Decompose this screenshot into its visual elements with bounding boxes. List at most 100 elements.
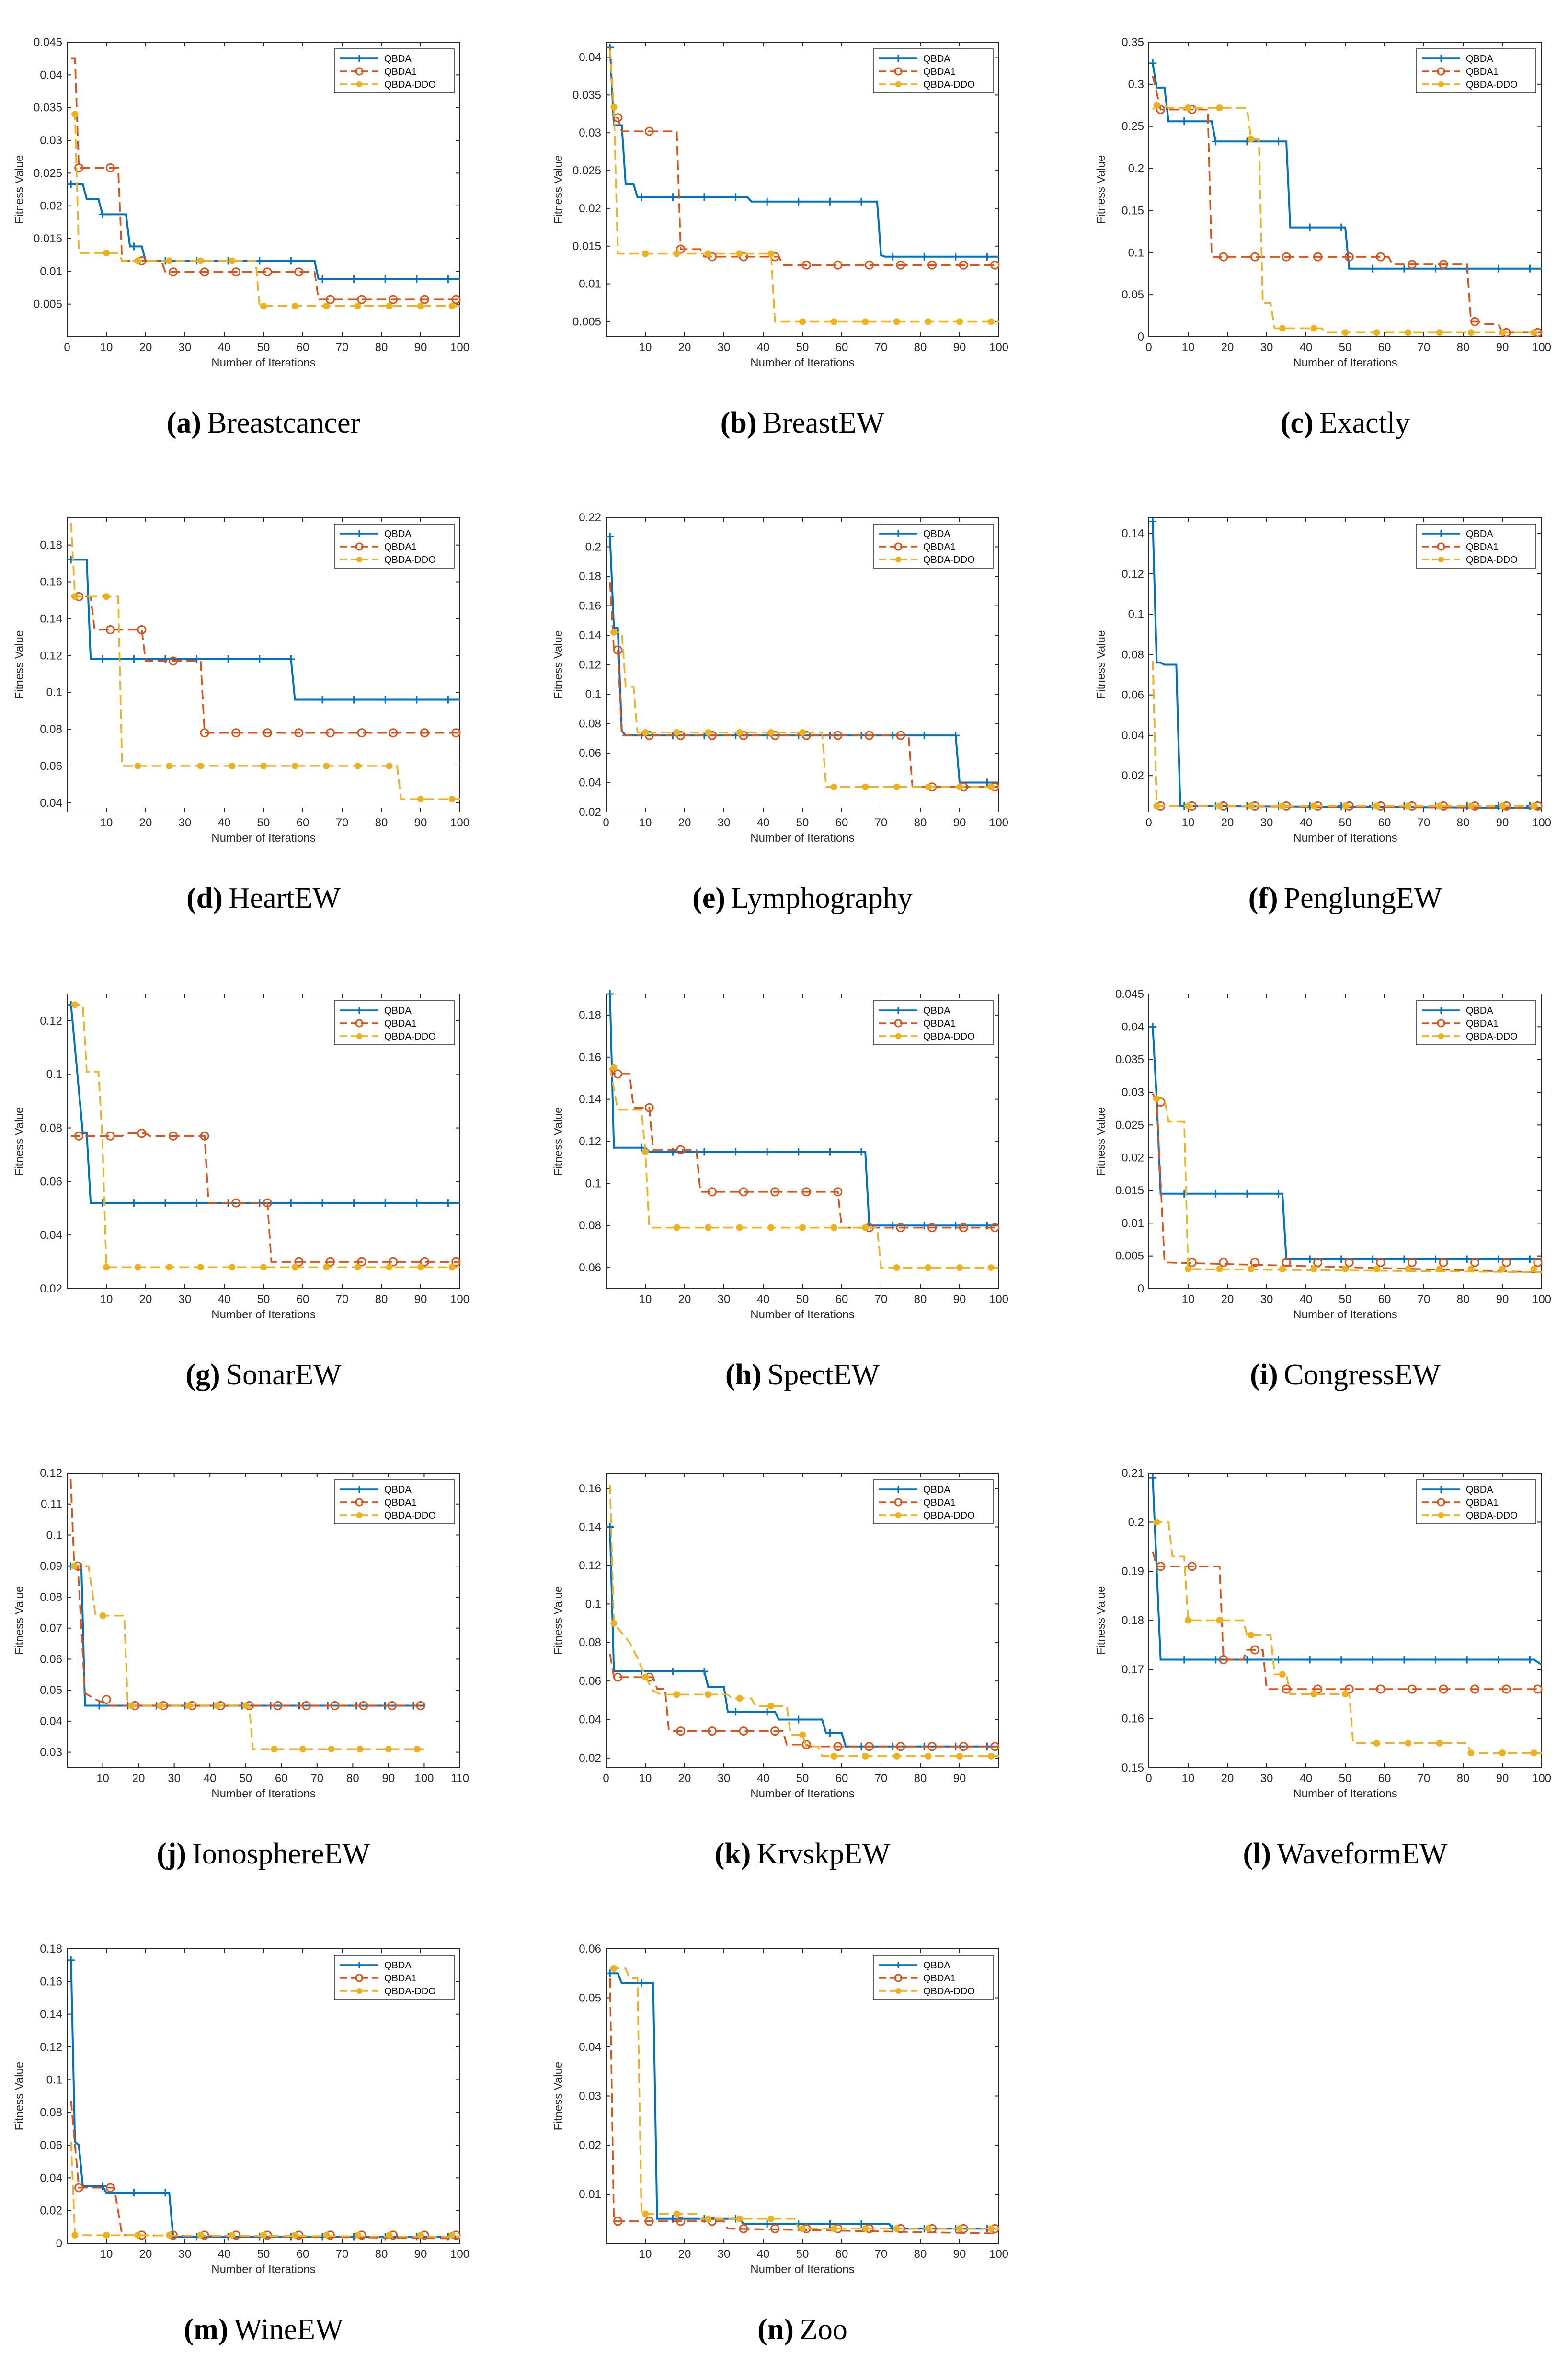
series-line-qbda-ddo	[1152, 104, 1542, 333]
data-marker	[354, 2231, 361, 2239]
data-marker	[1149, 1474, 1157, 1482]
x-tick-label: 30	[179, 341, 192, 354]
series-line-qbda	[609, 536, 999, 784]
caption-letter: (b)	[721, 407, 757, 439]
data-marker	[644, 126, 654, 136]
y-tick-label: 0.35	[1122, 36, 1144, 49]
data-marker	[770, 1187, 780, 1197]
data-marker	[263, 267, 272, 277]
data-marker	[920, 1222, 928, 1230]
data-marker	[1310, 1266, 1317, 1272]
data-marker	[1248, 802, 1255, 810]
legend-label: QBDA-DDO	[1466, 1031, 1518, 1042]
caption-dataset-name: Zoo	[800, 2313, 847, 2346]
data-marker	[448, 1264, 456, 1271]
x-tick-label: 100	[450, 341, 469, 354]
y-tick-label: 0.17	[1122, 1663, 1144, 1676]
data-marker	[168, 267, 178, 277]
legend-label: QBDA-DDO	[384, 1510, 436, 1521]
y-tick-label: 0.04	[1122, 1020, 1144, 1033]
x-tick-label: 80	[375, 1293, 388, 1306]
data-marker	[763, 1708, 771, 1716]
data-marker	[1313, 1257, 1323, 1267]
y-tick-label: 0.06	[579, 1943, 601, 1955]
data-marker	[736, 1224, 743, 1231]
x-tick-label: 30	[1260, 341, 1273, 354]
legend: QBDA QBDA1 QBDA-DDO	[334, 48, 455, 93]
caption-dataset-name: WineEW	[234, 2313, 343, 2346]
series-line-qbda-ddo	[609, 1067, 999, 1269]
data-marker	[1149, 1023, 1157, 1031]
legend-marker	[1438, 1007, 1444, 1014]
data-marker	[229, 257, 236, 264]
x-tick-label: 70	[336, 341, 349, 354]
data-marker	[1180, 117, 1188, 126]
data-marker	[705, 250, 712, 257]
legend-label: QBDA-DDO	[384, 1986, 436, 1997]
data-marker	[231, 728, 241, 738]
subfigure-caption: (l) WaveformEW	[1243, 1838, 1448, 1870]
data-marker	[193, 655, 201, 663]
legend-label: QBDA1	[1466, 1497, 1499, 1508]
legend-label: QBDA1	[384, 1497, 417, 1508]
y-tick-label: 0.005	[34, 298, 62, 311]
y-tick-label: 0.04	[40, 1715, 62, 1728]
data-marker	[794, 2220, 802, 2228]
data-marker	[224, 655, 232, 663]
data-marker	[287, 257, 295, 265]
data-marker	[1431, 1656, 1440, 1664]
data-marker	[956, 318, 963, 325]
data-marker	[1185, 1266, 1191, 1272]
data-marker	[451, 1257, 461, 1267]
data-marker	[166, 257, 173, 264]
data-marker	[448, 302, 456, 309]
legend: QBDA QBDA1 QBDA-DDO	[334, 1000, 455, 1045]
y-tick-label: 0.03	[1122, 1086, 1144, 1099]
y-tick-label: 0.08	[1122, 648, 1144, 661]
data-marker	[1344, 1257, 1354, 1267]
y-tick-label: 0.08	[579, 1219, 601, 1232]
legend: QBDA QBDA1 QBDA-DDO	[334, 1955, 455, 2000]
legend-marker	[355, 1974, 364, 1982]
data-marker	[1153, 102, 1160, 109]
x-tick-label: 40	[1300, 1293, 1313, 1306]
legend-label: QBDA1	[923, 542, 956, 552]
legend-label: QBDA	[1466, 1485, 1493, 1495]
data-marker	[1212, 1189, 1220, 1198]
data-marker	[1436, 329, 1443, 336]
data-marker	[676, 2217, 686, 2226]
data-marker	[1467, 1266, 1475, 1272]
data-marker	[642, 1674, 649, 1681]
legend-marker	[895, 1007, 902, 1014]
legend-label: QBDA	[923, 529, 950, 539]
x-tick-label: 10	[639, 816, 652, 829]
chart-panel-zoo: 10 20 30 40 50 60 70 80 90 100 0.01 0.02 0.03 0.04 0.0…	[552, 1943, 1008, 2346]
legend-marker	[1438, 1033, 1444, 1039]
data-marker	[642, 250, 649, 257]
data-marker	[67, 180, 75, 188]
caption-letter: (g)	[185, 1359, 220, 1391]
legend-marker	[1438, 81, 1444, 87]
x-tick-label: 30	[718, 1772, 731, 1785]
data-marker	[830, 1224, 837, 1231]
x-tick-label: 60	[297, 1293, 309, 1306]
caption-letter: (j)	[157, 1838, 186, 1870]
data-marker	[323, 302, 330, 309]
data-marker	[613, 2217, 623, 2226]
series-line-qbda1	[609, 1067, 999, 1229]
data-marker	[1313, 252, 1323, 262]
legend-marker	[355, 1498, 364, 1507]
subfigure-caption: (g) SonarEW	[185, 1359, 342, 1391]
data-marker	[927, 1223, 937, 1233]
y-tick-label: 0.16	[579, 600, 601, 613]
x-tick-label: 80	[375, 2248, 388, 2261]
data-marker	[103, 1264, 110, 1271]
y-axis-title: Fitness Value	[13, 2062, 26, 2131]
data-marker	[676, 1145, 686, 1154]
y-tick-label: 0.025	[572, 164, 601, 177]
data-marker	[767, 1224, 775, 1231]
caption-dataset-name: KrvskpEW	[756, 1838, 890, 1870]
x-tick-label: 60	[275, 1772, 288, 1785]
data-marker	[1463, 1656, 1471, 1664]
data-marker	[669, 1668, 677, 1676]
